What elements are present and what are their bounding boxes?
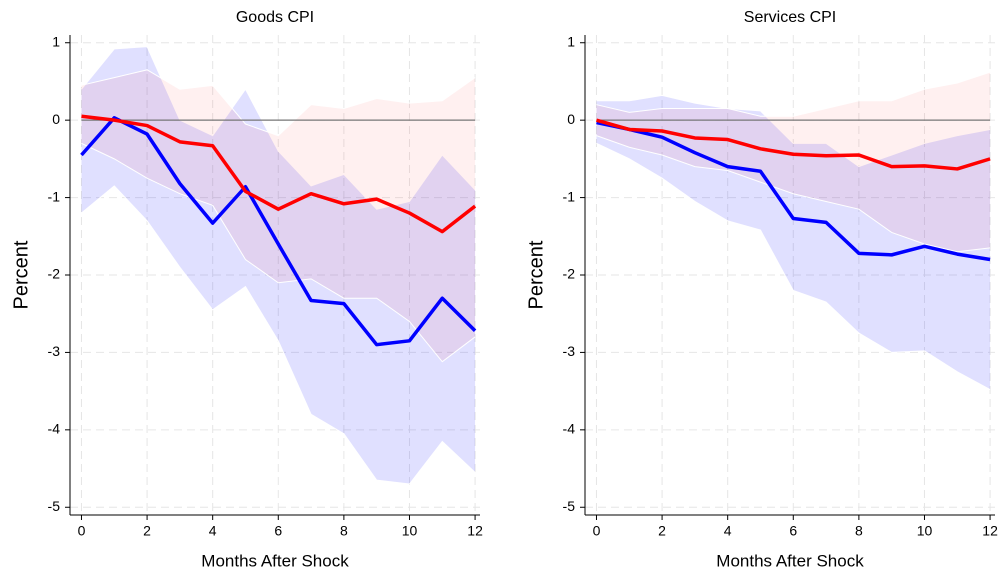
x-axis-label: Months After Shock <box>716 551 864 570</box>
y-tick-label: -5 <box>48 498 61 514</box>
band-lower-edge <box>81 142 476 363</box>
x-tick-label: 12 <box>982 523 998 539</box>
x-axis-label: Months After Shock <box>201 551 349 570</box>
series-line <box>81 114 477 234</box>
confidence-band <box>81 46 476 485</box>
y-tick-label: -5 <box>563 498 576 514</box>
band-lower-edge <box>596 142 991 391</box>
y-tick-label: -3 <box>563 343 576 359</box>
x-tick-label: 4 <box>724 523 732 539</box>
x-tick-label: 8 <box>340 523 348 539</box>
band-lower-edge <box>81 185 476 485</box>
x-tick-label: 0 <box>78 523 86 539</box>
y-tick-label: -4 <box>48 421 61 437</box>
x-tick-label: 2 <box>658 523 666 539</box>
series-line <box>596 118 991 171</box>
y-axis-label: Percent <box>10 240 32 309</box>
band-upper-edge <box>81 46 476 210</box>
y-tick-label: 1 <box>567 33 575 49</box>
confidence-band <box>596 95 991 390</box>
y-tick-label: -1 <box>563 188 576 204</box>
panel: Services CPI Months After Shock Percent -5 -… <box>525 9 998 570</box>
y-axis-label: Percent <box>525 240 547 309</box>
x-tick-label: 0 <box>593 523 601 539</box>
x-tick-label: 8 <box>855 523 863 539</box>
y-tick-label: -2 <box>48 266 61 282</box>
band-upper-edge <box>81 69 476 137</box>
x-tick-label: 6 <box>274 523 282 539</box>
x-tick-label: 10 <box>917 523 933 539</box>
x-tick-label: 4 <box>209 523 217 539</box>
x-tick-label: 2 <box>143 523 151 539</box>
y-tick-label: 1 <box>52 33 60 49</box>
y-tick-label: -4 <box>563 421 576 437</box>
y-tick-label: -3 <box>48 343 61 359</box>
x-tick-label: 10 <box>402 523 418 539</box>
y-tick-label: -2 <box>563 266 576 282</box>
series-line <box>596 120 991 262</box>
band-upper-edge <box>596 94 991 168</box>
x-tick-label: 12 <box>467 523 483 539</box>
band-upper-edge <box>596 71 991 117</box>
x-tick-label: 6 <box>789 523 797 539</box>
chart-title: Services CPI <box>744 9 836 26</box>
band-lower-edge <box>596 135 991 253</box>
chart-title: Goods CPI <box>236 9 314 26</box>
y-tick-label: 0 <box>567 111 575 127</box>
confidence-band <box>596 72 991 252</box>
y-tick-label: 0 <box>52 111 60 127</box>
panel: Goods CPI Months After Shock Percent -5 -4 -3… <box>10 9 483 570</box>
y-tick-label: -1 <box>48 188 61 204</box>
series-line <box>80 116 477 347</box>
